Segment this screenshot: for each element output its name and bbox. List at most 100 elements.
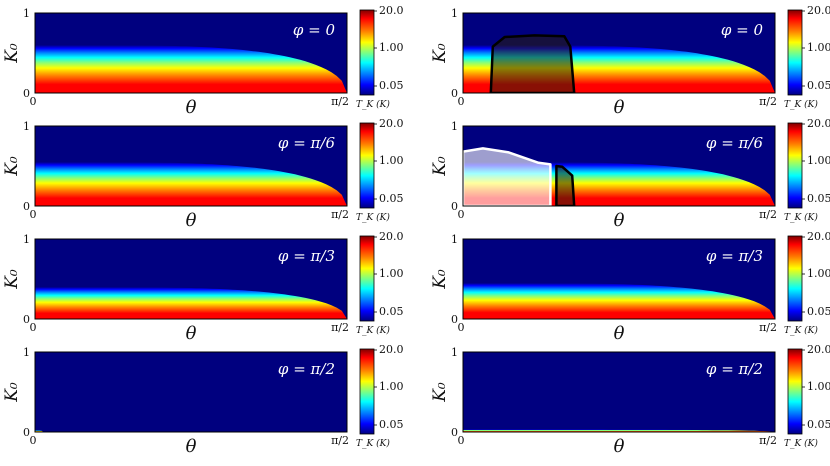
colorbar [787, 122, 803, 209]
overlay-region-light [463, 147, 552, 206]
x-tick-label: 0 [458, 321, 465, 334]
colorbar-tick-label: 1.00 [379, 267, 404, 280]
y-axis-label: K₀ [430, 269, 450, 290]
x-axis-label: θ [186, 210, 197, 231]
panel-right-1: 0 1 0 π/2 K₀ θ φ = π/6 20.0 1.00 0.05 T_K (K) [430, 117, 830, 231]
y-tick-label: 1 [451, 7, 458, 20]
x-tick-label: π/2 [759, 95, 777, 108]
tk-band [463, 283, 775, 319]
y-tick-label: 1 [451, 233, 458, 246]
y-tick-label: 0 [23, 426, 30, 439]
heatmap-background [35, 352, 347, 432]
colorbar-tick-label: 20.0 [807, 4, 830, 17]
colorbar-label: T_K (K) [784, 212, 818, 223]
colorbar [359, 348, 375, 435]
colorbar [359, 122, 375, 209]
colorbar-label: T_K (K) [784, 325, 818, 336]
plot-frame [34, 351, 348, 433]
colorbar-tick-label: 1.00 [379, 154, 404, 167]
colorbar-tick-label: 20.0 [379, 343, 404, 356]
colorbar-tick-label: 20.0 [807, 117, 830, 130]
y-axis-label: K₀ [2, 43, 22, 64]
x-axis-label: θ [614, 323, 625, 344]
colorbar-tick-label: 0.05 [379, 305, 404, 318]
x-axis-label: θ [614, 436, 625, 457]
panel-right-0: 0 1 0 π/2 K₀ θ φ = 0 20.0 1.00 0.05 T_K (K) [430, 4, 830, 118]
colorbar-tick-label: 0.05 [807, 305, 830, 318]
x-tick-label: π/2 [331, 208, 349, 221]
y-tick-label: 0 [451, 87, 458, 100]
y-tick-label: 0 [451, 426, 458, 439]
x-axis-label: θ [186, 323, 197, 344]
colorbar-tick-label: 20.0 [379, 4, 404, 17]
x-tick-label: π/2 [331, 95, 349, 108]
x-tick-label: π/2 [759, 434, 777, 447]
panel-left-3: 0 1 0 π/2 K₀ θ φ = π/2 20.0 1.00 0.05 T_K (K) [2, 343, 404, 457]
tk-band [35, 162, 347, 206]
x-tick-label: 0 [458, 208, 465, 221]
x-tick-label: π/2 [331, 434, 349, 447]
y-tick-label: 0 [23, 200, 30, 213]
colorbar-tick-label: 20.0 [379, 117, 404, 130]
y-tick-label: 0 [23, 87, 30, 100]
overlay-region-dark [555, 164, 576, 206]
colorbar-label: T_K (K) [784, 438, 818, 449]
y-axis-label: K₀ [2, 382, 22, 403]
phi-label: φ = 0 [721, 21, 764, 39]
phi-label: φ = π/6 [706, 134, 764, 152]
panel-left-2: 0 1 0 π/2 K₀ θ φ = π/3 20.0 1.00 0.05 T_K (K) [2, 230, 404, 344]
y-tick-label: 1 [23, 233, 30, 246]
x-tick-label: π/2 [331, 321, 349, 334]
y-tick-label: 1 [23, 7, 30, 20]
phi-label: φ = π/2 [706, 360, 763, 378]
x-tick-label: 0 [30, 208, 37, 221]
x-tick-label: π/2 [759, 321, 777, 334]
colorbar-tick-label: 0.05 [807, 192, 830, 205]
x-axis-label: θ [186, 97, 197, 118]
colorbar-tick-label: 1.00 [807, 380, 830, 393]
y-tick-label: 1 [23, 120, 30, 133]
plot-frame [34, 125, 348, 207]
phi-label: φ = π/3 [278, 247, 335, 265]
colorbar-tick-label: 20.0 [807, 230, 830, 243]
colorbar-label: T_K (K) [356, 212, 390, 223]
colorbar [359, 9, 375, 96]
plot-frame [462, 351, 776, 433]
x-tick-label: 0 [30, 434, 37, 447]
colorbar-label: T_K (K) [356, 99, 390, 110]
colorbar [359, 235, 375, 322]
y-axis-label: K₀ [430, 382, 450, 403]
x-tick-label: π/2 [759, 208, 777, 221]
panel-left-1: 0 1 0 π/2 K₀ θ φ = π/6 20.0 1.00 0.05 T_K (K) [2, 117, 404, 231]
panel-right-3: 0 1 0 π/2 K₀ θ φ = π/2 20.0 1.00 0.05 T_K (K) [430, 343, 830, 457]
colorbar-tick-label: 0.05 [807, 79, 830, 92]
x-axis-label: θ [186, 436, 197, 457]
colorbar [787, 235, 803, 322]
x-tick-label: 0 [458, 434, 465, 447]
phi-label: φ = π/6 [278, 134, 336, 152]
x-tick-label: 0 [30, 95, 37, 108]
plot-frame [34, 238, 348, 320]
y-axis-label: K₀ [430, 156, 450, 177]
x-tick-label: 0 [30, 321, 37, 334]
overlay-region-dark [489, 34, 576, 93]
colorbar-tick-label: 1.00 [379, 380, 404, 393]
tk-band [35, 287, 347, 319]
colorbar-tick-label: 1.00 [379, 41, 404, 54]
phi-label: φ = 0 [293, 21, 336, 39]
colorbar-tick-label: 0.05 [379, 79, 404, 92]
y-tick-label: 1 [451, 120, 458, 133]
y-tick-label: 0 [451, 313, 458, 326]
x-axis-label: θ [614, 210, 625, 231]
y-tick-label: 0 [23, 313, 30, 326]
colorbar-tick-label: 0.05 [379, 192, 404, 205]
colorbar-label: T_K (K) [784, 99, 818, 110]
tk-band [463, 429, 775, 432]
plot-frame [34, 12, 348, 94]
colorbar-tick-label: 1.00 [807, 267, 830, 280]
plot-frame [462, 125, 776, 207]
y-axis-label: K₀ [430, 43, 450, 64]
plot-frame [462, 12, 776, 94]
tk-band [35, 45, 347, 93]
